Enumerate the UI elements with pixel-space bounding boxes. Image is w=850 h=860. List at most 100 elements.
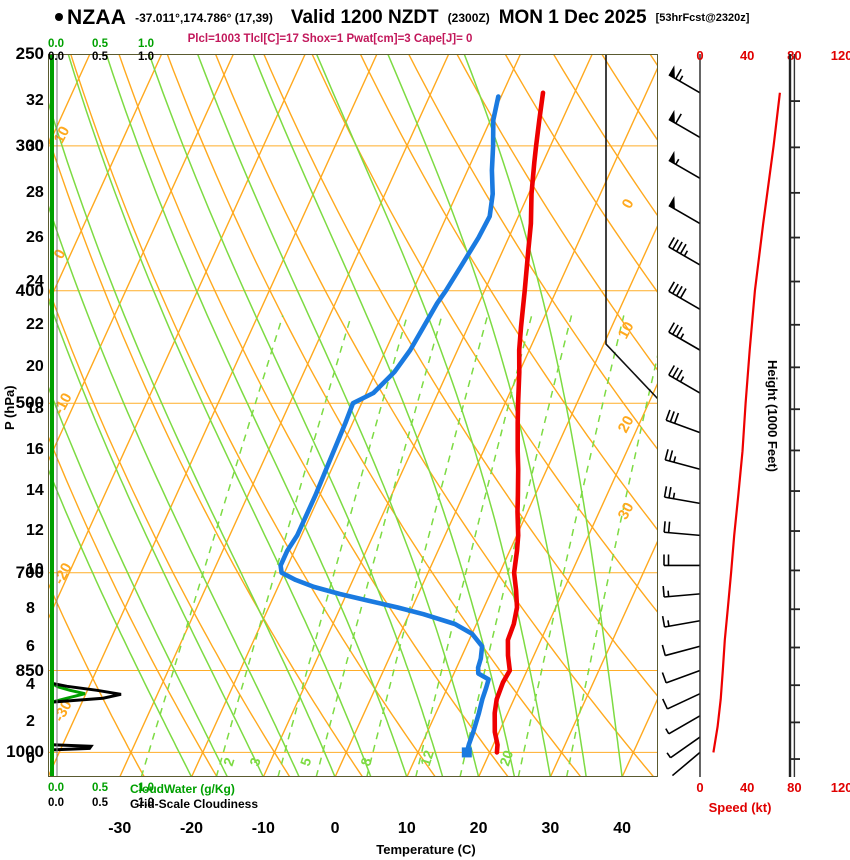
cloudwater-tick-top: 1.0 (138, 38, 154, 50)
mixing-ratio-label: 20 (496, 748, 516, 768)
temperature-tick-label: 40 (613, 820, 632, 837)
wind-barb (668, 237, 701, 266)
wind-barb (662, 585, 701, 598)
speed-tick-bottom: 80 (787, 780, 802, 795)
pressure-tick-label: 1000 (6, 742, 44, 762)
surface-dewpoint-marker (461, 747, 472, 758)
wind-barb (661, 644, 701, 657)
isotherm-label: 30 (615, 500, 638, 523)
wind-barb (671, 751, 701, 777)
wind-barb (663, 486, 701, 505)
cloudiness-tick-bottom: 0.5 (92, 797, 108, 809)
station-marker-icon (55, 12, 63, 21)
height-tick-label: 20 (26, 358, 44, 376)
height-tick-label: 8 (26, 600, 35, 618)
height-tick-label: 22 (26, 315, 44, 333)
plot-frame (48, 54, 658, 777)
cloudiness-tick-bottom: 0.0 (48, 797, 64, 809)
cloudiness-tick-top: 0.0 (48, 51, 64, 63)
station-name: NZAA (67, 6, 127, 29)
valid-date: MON 1 Dec 2025 (498, 7, 647, 28)
isotherm-label: 10 (51, 124, 74, 147)
chart-header: NZAA -37.011°,174.786° (17,39) Valid 1200 … (0, 6, 850, 32)
dewpoint-trace (278, 94, 501, 755)
height-tick-label: 32 (26, 92, 44, 110)
height-tick-label: 18 (26, 400, 44, 418)
mixing-ratio-label: 12 (417, 748, 437, 768)
height-tick-label: 0 (26, 750, 35, 768)
height-tick-label: 4 (26, 676, 35, 694)
wind-barb (661, 616, 701, 628)
height-tick-label: 14 (26, 482, 44, 500)
cloudwater-tick-bottom: 0.0 (48, 782, 64, 794)
temperature-axis-title: Temperature (C) (376, 842, 476, 857)
sounding-stats: Plcl=1003 Tlcl[C]=17 Shox=1 Pwat[cm]=3 C… (187, 33, 473, 45)
pressure-tick-label: 300 (15, 135, 44, 155)
wind-barb (668, 65, 701, 94)
height-tick-label: 30 (26, 138, 44, 156)
pressure-tick-label: 500 (15, 393, 44, 413)
wind-barb (661, 692, 701, 710)
wind-barb (668, 322, 701, 351)
cloudiness-trace (51, 681, 122, 704)
cloudiness-tick-top: 0.5 (92, 51, 108, 63)
wind-barb (666, 736, 701, 759)
temperature-tick-label: 30 (541, 820, 560, 837)
cloudiness-tick-bottom: 1.0 (138, 797, 154, 809)
height-axis-title: Height (1000 Feet) (765, 360, 780, 472)
isotherm-label: 10 (615, 319, 638, 342)
height-tick-label: 12 (26, 522, 44, 540)
wind-barb (665, 409, 701, 434)
cloudiness-axis-title: Grid-Scale Cloudiness (130, 797, 259, 811)
cloudiness-tick-top: 1.0 (138, 51, 154, 63)
forecast-tag: [53hrFcst@2320z] (655, 12, 750, 24)
wind-barb (665, 715, 701, 735)
valid-time-utc: (2300Z) (447, 11, 490, 25)
height-tick-label: 24 (26, 272, 44, 290)
speed-panel (658, 54, 850, 777)
pressure-tick-label: 250 (15, 44, 44, 63)
cloudwater-tick-bottom: 0.5 (92, 782, 108, 794)
height-tick-label: 26 (26, 228, 44, 246)
valid-time: Valid 1200 NZDT (290, 7, 439, 28)
pressure-axis-title: P (hPa) (2, 385, 17, 430)
cloudiness-trace (51, 743, 94, 752)
height-axis-canvas (788, 54, 800, 777)
speed-tick-top: 40 (739, 48, 755, 63)
height-tick-label: 28 (26, 183, 44, 201)
temperature-tick-label: 0 (330, 820, 340, 837)
temperature-tick-label: -10 (251, 820, 275, 837)
temperature-tick-label: -20 (179, 820, 204, 837)
height-tick-label: 6 (26, 638, 35, 656)
wind-speed-trace (712, 92, 781, 753)
height-tick-label: 10 (26, 561, 44, 579)
cloudwater-tick-top: 0.0 (48, 38, 64, 50)
wind-barb (663, 554, 700, 567)
cloudwater-tick-bottom: 1.0 (138, 782, 154, 794)
cloudwater-tick-top: 0.5 (92, 38, 108, 50)
height-tick-label: 2 (26, 713, 35, 731)
speed-tick-top: 0 (696, 48, 704, 63)
temperature-tick-label: -30 (108, 820, 132, 837)
temperature-trace (492, 90, 546, 755)
wind-barb (668, 281, 701, 311)
pressure-tick-label: 700 (15, 562, 44, 582)
speed-profile-canvas (699, 54, 796, 777)
station-coords: -37.011°,174.786° (17,39) (135, 11, 273, 25)
wind-barb (668, 109, 701, 139)
wind-boundary-line (605, 54, 658, 400)
wind-barb (661, 669, 701, 684)
wind-barb (668, 195, 701, 225)
skewt-plot-area: 10 0 -10 -20 -30 0 10 20 30 2 3 5 8 12 20 (48, 54, 658, 777)
height-tick-label: 16 (26, 441, 44, 459)
pressure-tick-label: 400 (15, 280, 44, 300)
height-axis (778, 54, 850, 777)
wind-barb (664, 449, 701, 470)
wind-barb (668, 365, 701, 394)
speed-tick-bottom: 40 (739, 780, 755, 795)
temperature-tick-label: 20 (469, 820, 488, 837)
temperature-tick-label: 10 (397, 820, 416, 837)
isotherm-label: 20 (615, 413, 638, 436)
